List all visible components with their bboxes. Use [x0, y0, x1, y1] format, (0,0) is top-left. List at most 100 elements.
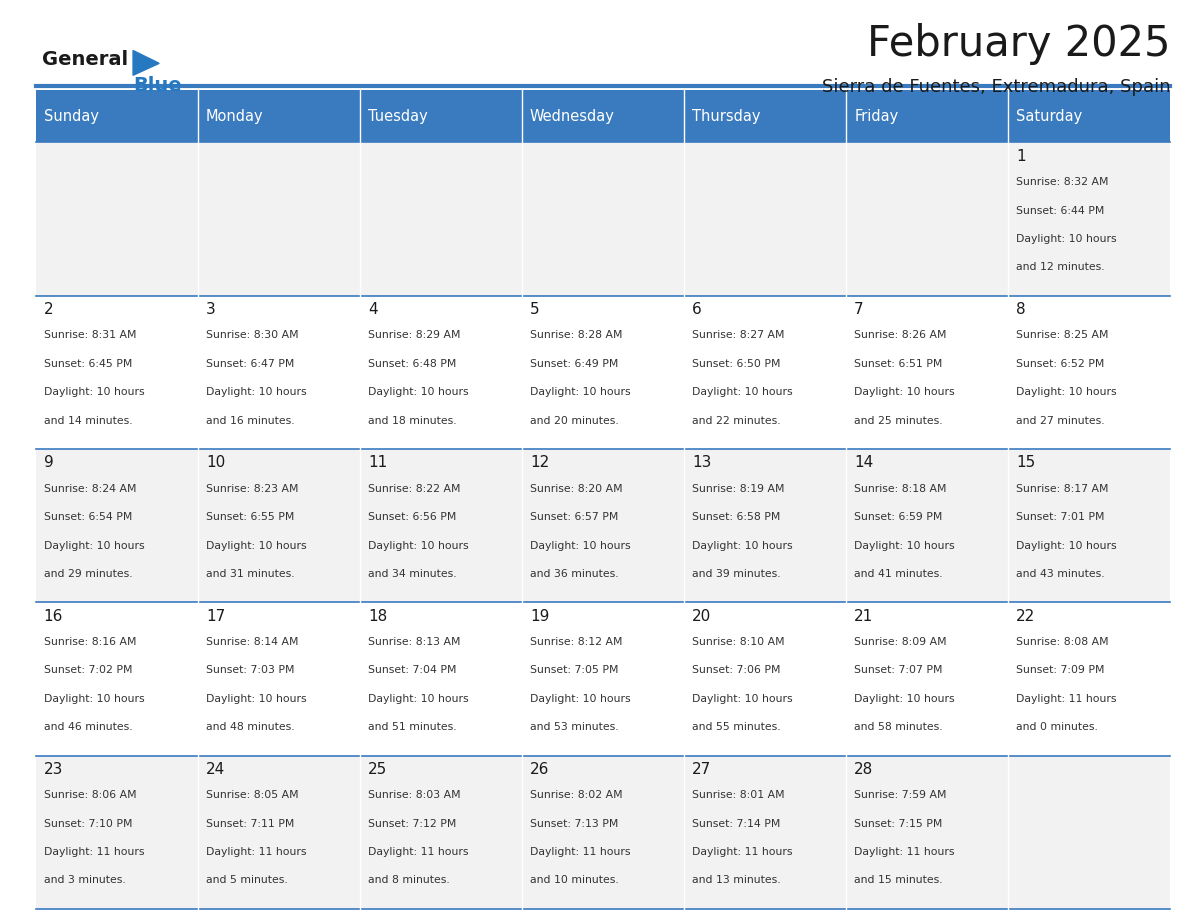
Text: 24: 24 — [206, 762, 225, 777]
FancyBboxPatch shape — [522, 756, 684, 909]
Text: 8: 8 — [1016, 302, 1025, 317]
Text: Sunset: 7:02 PM: Sunset: 7:02 PM — [44, 666, 132, 676]
FancyBboxPatch shape — [522, 602, 684, 756]
FancyBboxPatch shape — [1009, 602, 1170, 756]
Text: and 36 minutes.: and 36 minutes. — [530, 569, 619, 579]
Text: Daylight: 10 hours: Daylight: 10 hours — [206, 541, 307, 551]
Text: 23: 23 — [44, 762, 63, 777]
Text: Sunrise: 8:27 AM: Sunrise: 8:27 AM — [693, 330, 784, 341]
Text: Wednesday: Wednesday — [530, 108, 615, 124]
FancyBboxPatch shape — [360, 296, 522, 449]
Text: Sunrise: 8:31 AM: Sunrise: 8:31 AM — [44, 330, 137, 341]
Text: Sunrise: 8:13 AM: Sunrise: 8:13 AM — [368, 637, 461, 647]
Text: and 14 minutes.: and 14 minutes. — [44, 416, 132, 426]
Text: and 18 minutes.: and 18 minutes. — [368, 416, 456, 426]
FancyBboxPatch shape — [684, 449, 846, 602]
Text: Sunset: 7:09 PM: Sunset: 7:09 PM — [1016, 666, 1105, 676]
Text: Saturday: Saturday — [1016, 108, 1082, 124]
Text: Sunset: 6:57 PM: Sunset: 6:57 PM — [530, 512, 618, 522]
FancyBboxPatch shape — [360, 142, 522, 296]
Text: Sunset: 6:49 PM: Sunset: 6:49 PM — [530, 359, 618, 369]
FancyBboxPatch shape — [360, 90, 522, 142]
Text: 11: 11 — [368, 455, 387, 470]
Text: Daylight: 10 hours: Daylight: 10 hours — [44, 541, 145, 551]
FancyBboxPatch shape — [1009, 449, 1170, 602]
FancyBboxPatch shape — [846, 449, 1009, 602]
Text: Sunset: 7:12 PM: Sunset: 7:12 PM — [368, 819, 456, 829]
Text: Sunrise: 8:32 AM: Sunrise: 8:32 AM — [1016, 177, 1108, 187]
Text: Sunrise: 8:05 AM: Sunrise: 8:05 AM — [206, 790, 298, 800]
Text: 6: 6 — [693, 302, 702, 317]
FancyBboxPatch shape — [197, 90, 360, 142]
FancyBboxPatch shape — [684, 756, 846, 909]
Text: 22: 22 — [1016, 609, 1036, 623]
Text: Daylight: 10 hours: Daylight: 10 hours — [368, 541, 468, 551]
Text: Daylight: 11 hours: Daylight: 11 hours — [693, 847, 792, 857]
Text: and 5 minutes.: and 5 minutes. — [206, 876, 287, 886]
Text: Daylight: 11 hours: Daylight: 11 hours — [206, 847, 307, 857]
Text: Sunset: 6:58 PM: Sunset: 6:58 PM — [693, 512, 781, 522]
Text: Daylight: 11 hours: Daylight: 11 hours — [530, 847, 631, 857]
Text: Sunrise: 8:20 AM: Sunrise: 8:20 AM — [530, 484, 623, 494]
Text: 14: 14 — [854, 455, 873, 470]
Text: and 51 minutes.: and 51 minutes. — [368, 722, 456, 733]
Text: 28: 28 — [854, 762, 873, 777]
Text: and 10 minutes.: and 10 minutes. — [530, 876, 619, 886]
Text: 20: 20 — [693, 609, 712, 623]
Text: Sunset: 6:44 PM: Sunset: 6:44 PM — [1016, 206, 1105, 216]
FancyBboxPatch shape — [1009, 142, 1170, 296]
Text: and 15 minutes.: and 15 minutes. — [854, 876, 943, 886]
Text: Sunrise: 8:25 AM: Sunrise: 8:25 AM — [1016, 330, 1108, 341]
Text: and 55 minutes.: and 55 minutes. — [693, 722, 781, 733]
FancyBboxPatch shape — [36, 90, 197, 142]
FancyBboxPatch shape — [684, 296, 846, 449]
Text: and 22 minutes.: and 22 minutes. — [693, 416, 781, 426]
Text: Sunrise: 8:28 AM: Sunrise: 8:28 AM — [530, 330, 623, 341]
Text: Sunset: 6:48 PM: Sunset: 6:48 PM — [368, 359, 456, 369]
Text: Daylight: 10 hours: Daylight: 10 hours — [368, 387, 468, 397]
Text: Daylight: 10 hours: Daylight: 10 hours — [854, 694, 955, 704]
Text: Daylight: 10 hours: Daylight: 10 hours — [368, 694, 468, 704]
Text: Sunset: 7:03 PM: Sunset: 7:03 PM — [206, 666, 295, 676]
Text: Friday: Friday — [854, 108, 898, 124]
FancyBboxPatch shape — [197, 602, 360, 756]
Text: Sunrise: 8:01 AM: Sunrise: 8:01 AM — [693, 790, 785, 800]
Text: Sunset: 6:51 PM: Sunset: 6:51 PM — [854, 359, 942, 369]
Text: Sunrise: 8:14 AM: Sunrise: 8:14 AM — [206, 637, 298, 647]
Text: Daylight: 10 hours: Daylight: 10 hours — [530, 541, 631, 551]
Text: Sunset: 6:47 PM: Sunset: 6:47 PM — [206, 359, 295, 369]
Text: Sunrise: 8:03 AM: Sunrise: 8:03 AM — [368, 790, 461, 800]
Text: Sunset: 6:56 PM: Sunset: 6:56 PM — [368, 512, 456, 522]
FancyBboxPatch shape — [1009, 756, 1170, 909]
Text: and 41 minutes.: and 41 minutes. — [854, 569, 943, 579]
Text: Sunrise: 8:23 AM: Sunrise: 8:23 AM — [206, 484, 298, 494]
Text: Daylight: 11 hours: Daylight: 11 hours — [854, 847, 955, 857]
Text: Sunrise: 8:09 AM: Sunrise: 8:09 AM — [854, 637, 947, 647]
FancyBboxPatch shape — [522, 142, 684, 296]
Text: Sunrise: 8:30 AM: Sunrise: 8:30 AM — [206, 330, 298, 341]
Text: and 12 minutes.: and 12 minutes. — [1016, 263, 1105, 273]
Text: Sunrise: 8:18 AM: Sunrise: 8:18 AM — [854, 484, 947, 494]
Text: Sunrise: 8:24 AM: Sunrise: 8:24 AM — [44, 484, 137, 494]
FancyBboxPatch shape — [197, 296, 360, 449]
Text: and 31 minutes.: and 31 minutes. — [206, 569, 295, 579]
Text: Monday: Monday — [206, 108, 264, 124]
FancyBboxPatch shape — [197, 756, 360, 909]
Text: Daylight: 11 hours: Daylight: 11 hours — [44, 847, 144, 857]
FancyBboxPatch shape — [197, 449, 360, 602]
FancyBboxPatch shape — [846, 90, 1009, 142]
Text: and 58 minutes.: and 58 minutes. — [854, 722, 943, 733]
Text: Daylight: 10 hours: Daylight: 10 hours — [1016, 387, 1117, 397]
Text: Sunset: 7:06 PM: Sunset: 7:06 PM — [693, 666, 781, 676]
FancyBboxPatch shape — [36, 449, 197, 602]
Text: and 27 minutes.: and 27 minutes. — [1016, 416, 1105, 426]
FancyBboxPatch shape — [846, 296, 1009, 449]
Text: 7: 7 — [854, 302, 864, 317]
Text: Sunset: 7:14 PM: Sunset: 7:14 PM — [693, 819, 781, 829]
Text: Sunrise: 8:22 AM: Sunrise: 8:22 AM — [368, 484, 461, 494]
Text: and 13 minutes.: and 13 minutes. — [693, 876, 781, 886]
FancyBboxPatch shape — [1009, 90, 1170, 142]
Text: Sunset: 6:50 PM: Sunset: 6:50 PM — [693, 359, 781, 369]
Text: Sunrise: 8:19 AM: Sunrise: 8:19 AM — [693, 484, 784, 494]
Text: 3: 3 — [206, 302, 215, 317]
